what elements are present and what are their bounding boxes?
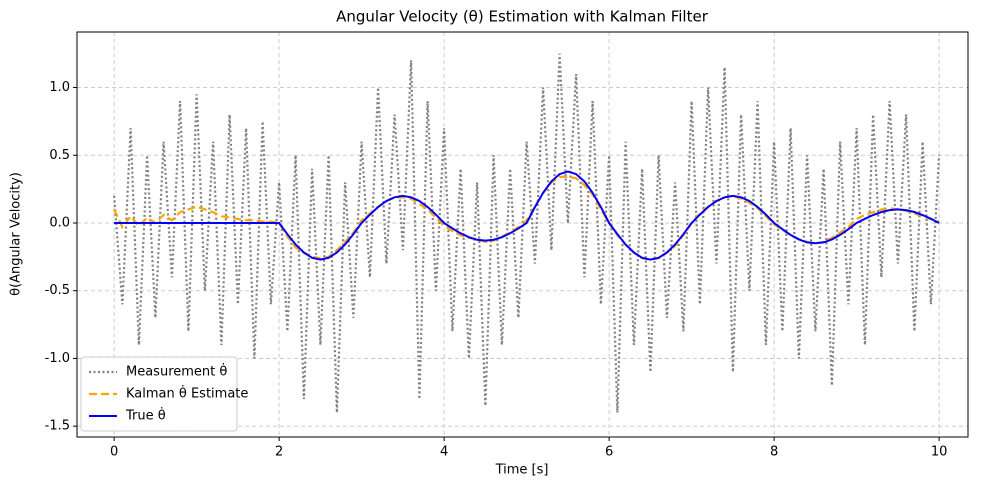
x-tick-label: 0 bbox=[110, 445, 118, 460]
x-tick-label: 4 bbox=[440, 445, 448, 460]
legend: Measurement θ̇ Kalman θ̇ Estimate True θ̇ bbox=[80, 356, 248, 432]
y-tick-label: -0.5 bbox=[45, 283, 70, 298]
legend-box bbox=[80, 356, 238, 432]
chart-title: Angular Velocity (θ) Estimation with Kal… bbox=[336, 8, 709, 26]
plot-frame bbox=[76, 31, 969, 438]
series-line bbox=[114, 170, 940, 261]
x-tick-label: 8 bbox=[770, 445, 778, 460]
y-tick-label: 0.0 bbox=[49, 215, 70, 230]
x-axis-label: Time [s] bbox=[495, 463, 549, 478]
y-tick-label: 0.5 bbox=[49, 148, 70, 163]
x-tick-label: 6 bbox=[605, 445, 613, 460]
y-axis-label: θ(Angular Velocity) bbox=[9, 172, 24, 296]
y-tick-label: 1.0 bbox=[49, 80, 70, 95]
legend-label: Measurement θ̇ bbox=[126, 363, 227, 379]
y-tick-label: -1.5 bbox=[45, 419, 70, 434]
legend-label: True θ̇ bbox=[125, 407, 166, 423]
legend-label: Kalman θ̇ Estimate bbox=[126, 385, 248, 401]
series-line bbox=[113, 175, 940, 261]
x-tick-label: 2 bbox=[275, 445, 283, 460]
series-line bbox=[113, 53, 941, 413]
y-tick-label: -1.0 bbox=[45, 351, 70, 366]
x-tick-label: 10 bbox=[931, 445, 948, 460]
